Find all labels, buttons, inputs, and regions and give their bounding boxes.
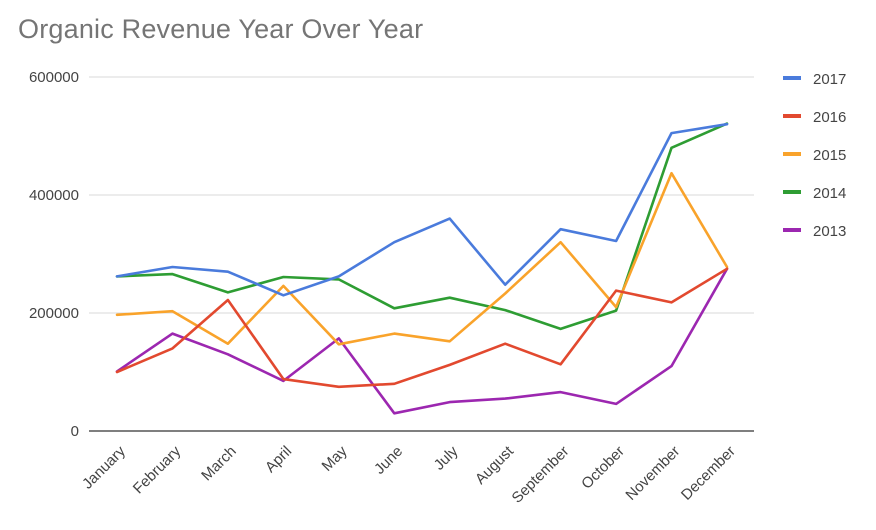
x-tick-label: January <box>79 442 129 492</box>
series-line-2014 <box>115 122 729 331</box>
x-tick-label: April <box>262 443 295 476</box>
legend-label-2014: 2014 <box>813 185 846 202</box>
x-tick-label: March <box>198 443 239 484</box>
x-tick-label: August <box>472 442 518 488</box>
x-tick-label: October <box>578 443 628 493</box>
series-line-2016 <box>115 267 729 389</box>
series-layer <box>115 122 729 415</box>
x-tick-label: December <box>678 443 739 504</box>
legend-label-2013: 2013 <box>813 223 846 240</box>
y-tick-label: 400000 <box>29 187 79 204</box>
legend: 2017 2016 2015 2014 2013 <box>783 71 846 240</box>
y-axis-labels: 0 200000 400000 600000 <box>29 69 79 440</box>
series-line-2015 <box>115 171 729 346</box>
x-tick-label: June <box>371 443 406 478</box>
x-tick-label: September <box>509 443 573 507</box>
x-tick-label: May <box>319 442 351 474</box>
chart-title: Organic Revenue Year Over Year <box>18 14 424 44</box>
grid-layer <box>89 76 754 432</box>
legend-label-2015: 2015 <box>813 147 846 164</box>
legend-label-2017: 2017 <box>813 71 846 88</box>
series-line-2013 <box>115 267 729 415</box>
x-tick-label: July <box>431 442 462 473</box>
x-axis-labels: January February March April May June July Augu… <box>79 442 739 506</box>
y-tick-label: 600000 <box>29 69 79 86</box>
y-tick-label: 200000 <box>29 305 79 322</box>
x-tick-label: February <box>130 442 185 497</box>
series-line-2017 <box>115 122 729 297</box>
y-tick-label: 0 <box>71 423 79 440</box>
legend-label-2016: 2016 <box>813 109 846 126</box>
x-tick-label: November <box>622 443 683 504</box>
